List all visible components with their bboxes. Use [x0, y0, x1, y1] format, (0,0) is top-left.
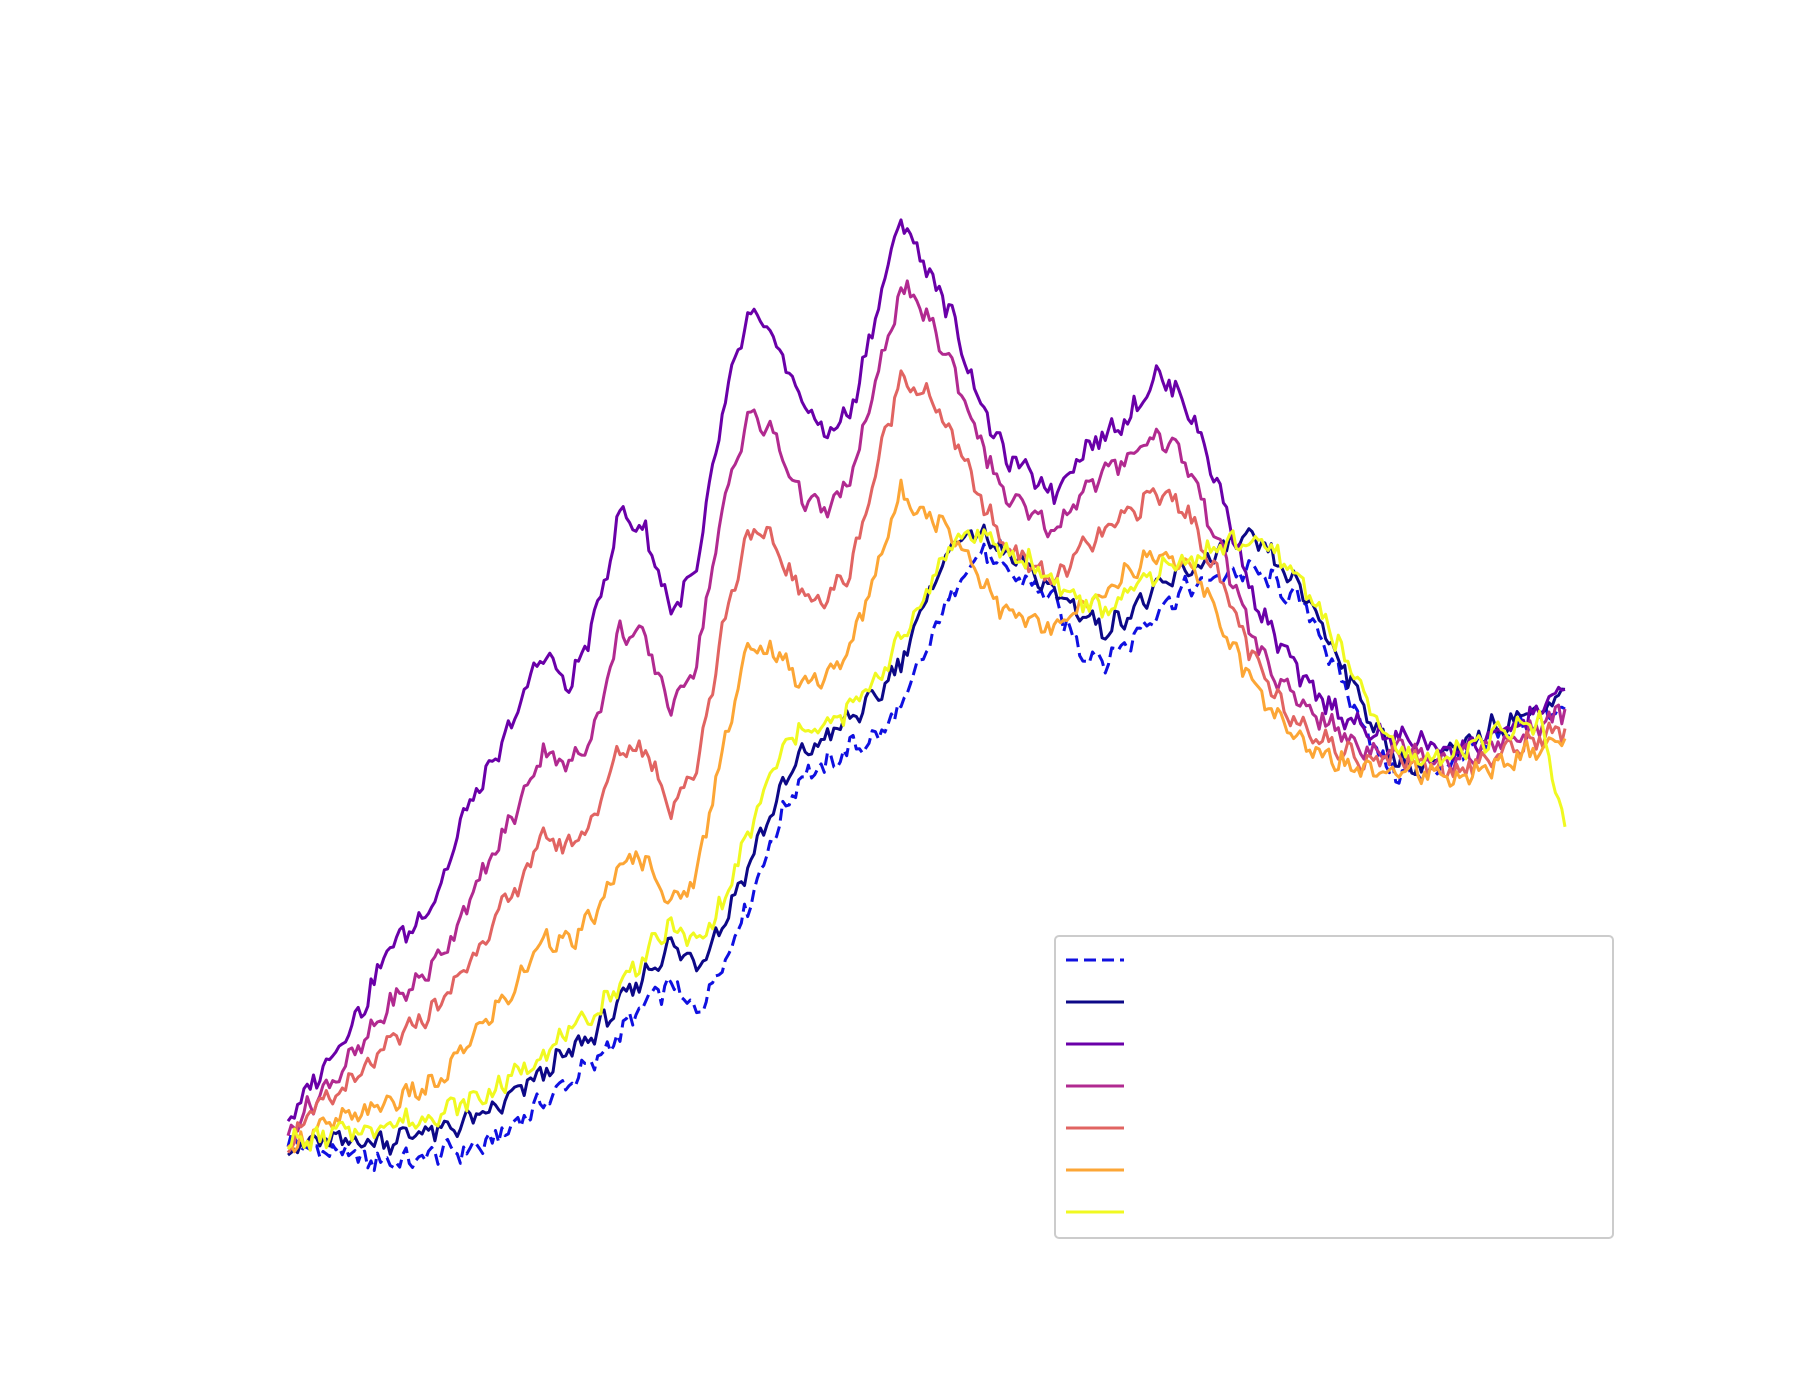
series-line-5 — [286, 369, 1567, 1154]
series-line-1 — [286, 542, 1566, 1172]
series-line-4 — [286, 279, 1567, 1137]
series-line-6 — [287, 478, 1567, 1154]
legend-box — [1054, 935, 1614, 1239]
series-line-3 — [286, 218, 1566, 1122]
plot-area — [286, 218, 1567, 1172]
legend — [1054, 935, 1614, 1239]
series-line-7 — [286, 528, 1567, 1152]
